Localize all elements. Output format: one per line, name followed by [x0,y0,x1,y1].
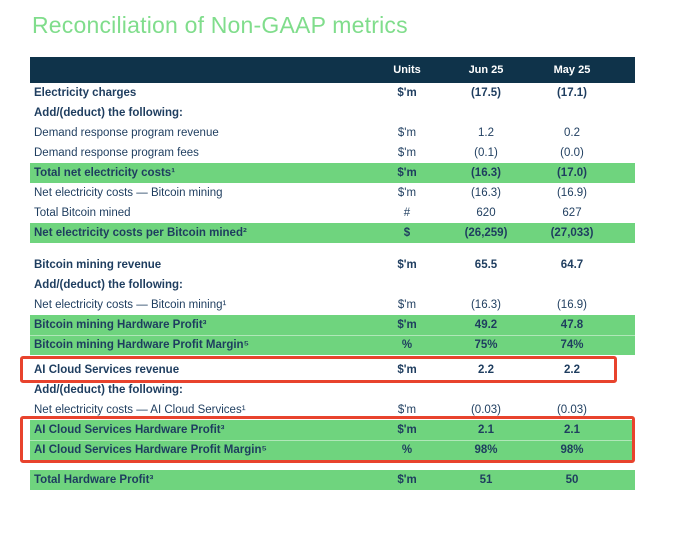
row-value-may: (16.9) [556,299,588,311]
row-label: Add/(deduct) the following: [34,279,183,291]
reconciliation-table: Units Jun 25 May 25 Electricity charges … [20,57,635,490]
row-value-jun: (0.03) [470,404,502,416]
row-units: # [403,207,411,219]
row-label: Net electricity costs — AI Cloud Service… [34,404,246,416]
row-label: Total net electricity costs¹ [34,167,176,179]
row-units: $'m [397,167,417,179]
table-row: Net electricity costs per Bitcoin mined²… [30,223,635,243]
row-value-jun: 2.2 [478,364,494,376]
row-value-may: (0.03) [556,404,588,416]
row-label: AI Cloud Services revenue [34,364,180,376]
table-row: Demand response program fees $'m (0.1) (… [30,143,635,163]
row-units: $'m [397,364,417,376]
table-row: Net electricity costs — Bitcoin mining¹ … [30,295,635,315]
row-label: Demand response program revenue [34,127,219,139]
row-value-jun: 620 [476,207,496,219]
row-label: Add/(deduct) the following: [34,107,183,119]
row-value-may: 2.2 [564,364,580,376]
row-units: $ [403,227,411,239]
row-value-jun: 49.2 [474,319,498,331]
row-value-may: 98% [560,444,584,456]
row-value-jun: 51 [479,474,493,486]
row-value-may: 64.7 [560,259,584,271]
row-value-jun: (16.3) [470,187,502,199]
table-row: Net electricity costs — AI Cloud Service… [30,400,635,420]
table-body: Electricity charges $'m (17.5) (17.1) Ad… [30,83,635,490]
row-units: $'m [397,319,417,331]
row-units: % [401,444,413,456]
row-value-may: (0.0) [560,147,584,159]
table-header-row: Units Jun 25 May 25 [30,57,635,83]
row-label: Add/(deduct) the following: [34,384,183,396]
row-value-may: 50 [565,474,579,486]
row-label: Bitcoin mining Hardware Profit³ [34,319,207,331]
row-value-may: 47.8 [560,319,584,331]
table-row: Bitcoin mining revenue $'m 65.5 64.7 [30,255,635,275]
table-row: Net electricity costs — Bitcoin mining $… [30,183,635,203]
table-section: Electricity charges $'m (17.5) (17.1) Ad… [30,83,635,243]
row-units: $'m [397,299,417,311]
table-row: Total Bitcoin mined # 620 627 [30,203,635,223]
table-row: Demand response program revenue $'m 1.2 … [30,123,635,143]
row-label: Total Hardware Profit³ [34,474,154,486]
row-value-jun: (17.5) [470,87,502,99]
row-units: $'m [397,87,417,99]
row-label: Bitcoin mining revenue [34,259,162,271]
row-units: $'m [397,259,417,271]
table-row: AI Cloud Services Hardware Profit³ $'m 2… [30,420,635,440]
row-value-may: 0.2 [564,127,580,139]
table-row: Add/(deduct) the following: [30,275,635,295]
row-value-may: (17.0) [556,167,588,179]
row-label: AI Cloud Services Hardware Profit³ [34,424,225,436]
table-row: Add/(deduct) the following: [30,380,635,400]
row-label: Net electricity costs — Bitcoin mining [34,187,223,199]
table-row: Total Hardware Profit³ $'m 51 50 [30,470,635,490]
row-value-may: 627 [562,207,582,219]
row-units: $'m [397,187,417,199]
column-header-units: Units [393,64,421,76]
row-value-jun: 75% [474,339,498,351]
table-section: Bitcoin mining revenue $'m 65.5 64.7 Add… [30,255,635,355]
table-section: Total Hardware Profit³ $'m 51 50 [30,470,635,490]
column-header-may-25: May 25 [553,64,591,76]
table-row: Electricity charges $'m (17.5) (17.1) [30,83,635,103]
table-row: Total net electricity costs¹ $'m (16.3) … [30,163,635,183]
row-label: Bitcoin mining Hardware Profit Margin⁵ [34,339,249,351]
row-units: $'m [397,404,417,416]
row-value-may: (27,033) [550,227,594,239]
row-value-jun: 1.2 [478,127,494,139]
row-value-may: (16.9) [556,187,588,199]
row-label: Total Bitcoin mined [34,207,131,219]
row-value-may: (17.1) [556,87,588,99]
table-row: Bitcoin mining Hardware Profit Margin⁵ %… [30,335,635,355]
row-value-may: 74% [560,339,584,351]
row-value-jun: (16.3) [470,167,502,179]
row-label: Electricity charges [34,87,137,99]
row-value-jun: 98% [474,444,498,456]
column-header-jun-25: Jun 25 [468,64,504,76]
row-units: $'m [397,147,417,159]
row-label: Demand response program fees [34,147,199,159]
table-row: Bitcoin mining Hardware Profit³ $'m 49.2… [30,315,635,335]
row-units: $'m [397,474,417,486]
page-title: Reconciliation of Non-GAAP metrics [32,12,408,38]
row-value-jun: (0.1) [474,147,498,159]
row-value-may: 2.1 [564,424,580,436]
row-label: Net electricity costs — Bitcoin mining¹ [34,299,227,311]
row-value-jun: (26,259) [464,227,508,239]
row-value-jun: (16.3) [470,299,502,311]
table-row: AI Cloud Services revenue $'m 2.2 2.2 [30,360,635,380]
row-units: % [401,339,413,351]
row-label: Net electricity costs per Bitcoin mined² [34,227,247,239]
row-units: $'m [397,127,417,139]
row-value-jun: 2.1 [478,424,494,436]
table-row: AI Cloud Services Hardware Profit Margin… [30,440,635,460]
row-label: AI Cloud Services Hardware Profit Margin… [34,444,267,456]
row-value-jun: 65.5 [474,259,498,271]
table-row: Add/(deduct) the following: [30,103,635,123]
table-section: AI Cloud Services revenue $'m 2.2 2.2 Ad… [30,360,635,460]
row-units: $'m [397,424,417,436]
